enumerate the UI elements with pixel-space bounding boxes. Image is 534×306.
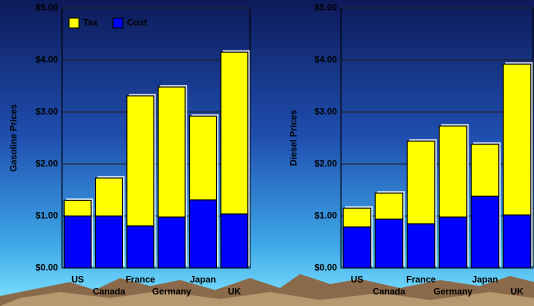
bar: [96, 178, 123, 216]
bar: [343, 208, 371, 227]
legend-swatch: [113, 18, 123, 28]
y-axis-label: Diesel Prices: [288, 110, 298, 166]
bar: [127, 226, 154, 268]
y-tick-label: $3.00: [35, 106, 58, 116]
bar: [503, 64, 531, 215]
x-tick-label: Canada: [373, 286, 407, 296]
x-tick-label: Canada: [93, 286, 127, 296]
bar: [343, 227, 371, 268]
legend-label: Tax: [83, 17, 98, 27]
bar: [158, 217, 185, 268]
bar: [64, 216, 91, 268]
y-tick-label: $2.00: [35, 158, 58, 168]
y-tick-label: $3.00: [314, 106, 337, 116]
bar: [127, 96, 154, 226]
bar: [407, 224, 435, 268]
chart: $0.00 $1.00 $2.00 $3.00 $4.00 $5.00 Gasoline P…: [0, 0, 534, 306]
bar: [221, 214, 248, 268]
bar: [190, 116, 217, 200]
x-tick-label: Japan: [472, 274, 498, 284]
legend-label: Cost: [127, 17, 147, 27]
x-tick-label: UK: [511, 286, 524, 296]
bar: [439, 217, 467, 268]
x-tick-label: France: [406, 274, 436, 284]
y-axis-label: Gasoline Prices: [8, 104, 18, 172]
y-tick-label: $0.00: [35, 262, 58, 272]
bar: [221, 52, 248, 214]
y-tick-label: $4.00: [35, 54, 58, 64]
bar: [407, 141, 435, 224]
bar: [471, 196, 499, 268]
y-tick-label: $5.00: [314, 2, 337, 12]
x-tick-label: Japan: [190, 274, 216, 284]
bar: [190, 200, 217, 268]
x-tick-label: Germany: [433, 286, 472, 296]
x-tick-label: US: [71, 274, 84, 284]
x-tick-label: France: [126, 274, 156, 284]
legend-swatch: [69, 18, 79, 28]
y-tick-label: $4.00: [314, 54, 337, 64]
bar: [96, 216, 123, 268]
y-tick-label: $1.00: [314, 210, 337, 220]
y-tick-label: $1.00: [35, 210, 58, 220]
x-tick-label: Germany: [152, 286, 191, 296]
bar: [471, 144, 499, 196]
bar: [439, 126, 467, 217]
bar: [375, 219, 403, 268]
bar: [375, 193, 403, 219]
x-tick-label: US: [351, 274, 364, 284]
bar: [503, 215, 531, 268]
y-tick-label: $0.00: [314, 262, 337, 272]
y-tick-label: $2.00: [314, 158, 337, 168]
y-tick-label: $5.00: [35, 2, 58, 12]
x-tick-label: UK: [228, 286, 241, 296]
bar: [158, 87, 185, 217]
bar: [64, 200, 91, 216]
